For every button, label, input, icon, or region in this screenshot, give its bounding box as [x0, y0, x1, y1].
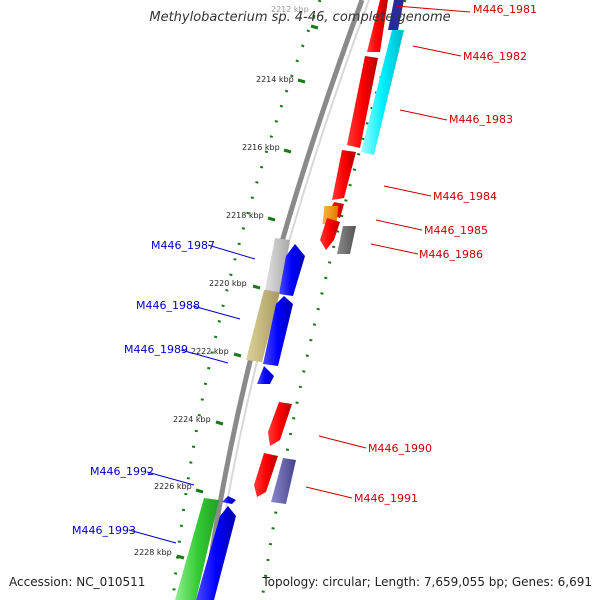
- gene-m446-1982[interactable]: [361, 30, 404, 155]
- gene-m446-1988-partner[interactable]: [263, 296, 293, 366]
- forward-gene-labels: M446_1981 M446_1982 M446_1983 M446_1984 …: [354, 3, 537, 505]
- ruler-tick-label: 2228 kbp: [134, 548, 172, 557]
- gene-m446-1993-partner[interactable]: [196, 506, 236, 600]
- gene-label-m446-1992[interactable]: M446_1992: [90, 465, 154, 478]
- reverse-genes: [175, 238, 305, 600]
- accession-text: Accession: NC_010511: [9, 575, 146, 589]
- gene-label-m446-1986[interactable]: M446_1986: [419, 248, 483, 261]
- gene-m446-1985-box[interactable]: [322, 206, 339, 224]
- gene-label-m446-1982[interactable]: M446_1982: [463, 50, 527, 63]
- gene-label-m446-1989[interactable]: M446_1989: [124, 343, 188, 356]
- gene-m446-1981[interactable]: [367, 0, 388, 52]
- ruler-tick-label: 2218 kbp: [226, 211, 264, 220]
- gene-label-m446-1987[interactable]: M446_1987: [151, 239, 215, 252]
- gene-label-m446-1990[interactable]: M446_1990: [368, 442, 432, 455]
- gene-label-m446-1988[interactable]: M446_1988: [136, 299, 200, 312]
- gene-m446-1981-partner[interactable]: [388, 0, 404, 30]
- gene-label-m446-1985[interactable]: M446_1985: [424, 224, 488, 237]
- gene-label-m446-1991[interactable]: M446_1991: [354, 492, 418, 505]
- ruler-tick-label: 2216 kbp: [242, 143, 280, 152]
- ruler-track-left: [171, 0, 322, 600]
- gene-m446-1987-partner[interactable]: [279, 244, 305, 296]
- ruler-tick-label: 2212 kbp: [271, 5, 309, 14]
- ruler-ticks: 2212 kbp 2214 kbp 2216 kbp 2218 kbp 2220…: [134, 5, 319, 560]
- gene-m446-1984[interactable]: [332, 150, 356, 200]
- map-title: Methylobacterium sp. 4-46, complete geno…: [149, 10, 451, 25]
- gene-label-m446-1984[interactable]: M446_1984: [433, 190, 497, 203]
- ruler-tick-label: 2222 kbp: [191, 347, 229, 356]
- gene-m446-1991-box[interactable]: [271, 458, 296, 504]
- reverse-gene-labels: M446_1987 M446_1988 M446_1989 M446_1992 …: [72, 239, 215, 537]
- gene-m446-1992[interactable]: [222, 496, 236, 504]
- leader-lines: [128, 5, 471, 544]
- gene-m446-1991[interactable]: [254, 453, 278, 497]
- forward-genes: [254, 0, 404, 504]
- genome-summary: Topology: circular; Length: 7,659,055 bp…: [262, 575, 592, 589]
- gene-label-m446-1983[interactable]: M446_1983: [449, 113, 513, 126]
- gene-m446-1983[interactable]: [347, 56, 378, 148]
- ruler-tick-label: 2226 kbp: [154, 482, 192, 491]
- gene-m446-1990[interactable]: [268, 402, 292, 446]
- gene-m446-1988[interactable]: [246, 290, 280, 362]
- gene-m446-1987[interactable]: [265, 238, 290, 292]
- ruler-tick-label: 2214 kbp: [256, 75, 294, 84]
- ruler-tick-label: 2224 kbp: [173, 415, 211, 424]
- ruler-tick-label: 2220 kbp: [209, 279, 247, 288]
- gene-m446-1986-box[interactable]: [337, 226, 356, 254]
- gene-label-m446-1981[interactable]: M446_1981: [473, 3, 537, 16]
- gene-m446-1989[interactable]: [257, 366, 274, 384]
- gene-m446-1993[interactable]: [175, 498, 219, 600]
- gene-label-m446-1993[interactable]: M446_1993: [72, 524, 136, 537]
- gene-m446-1986[interactable]: [320, 218, 340, 250]
